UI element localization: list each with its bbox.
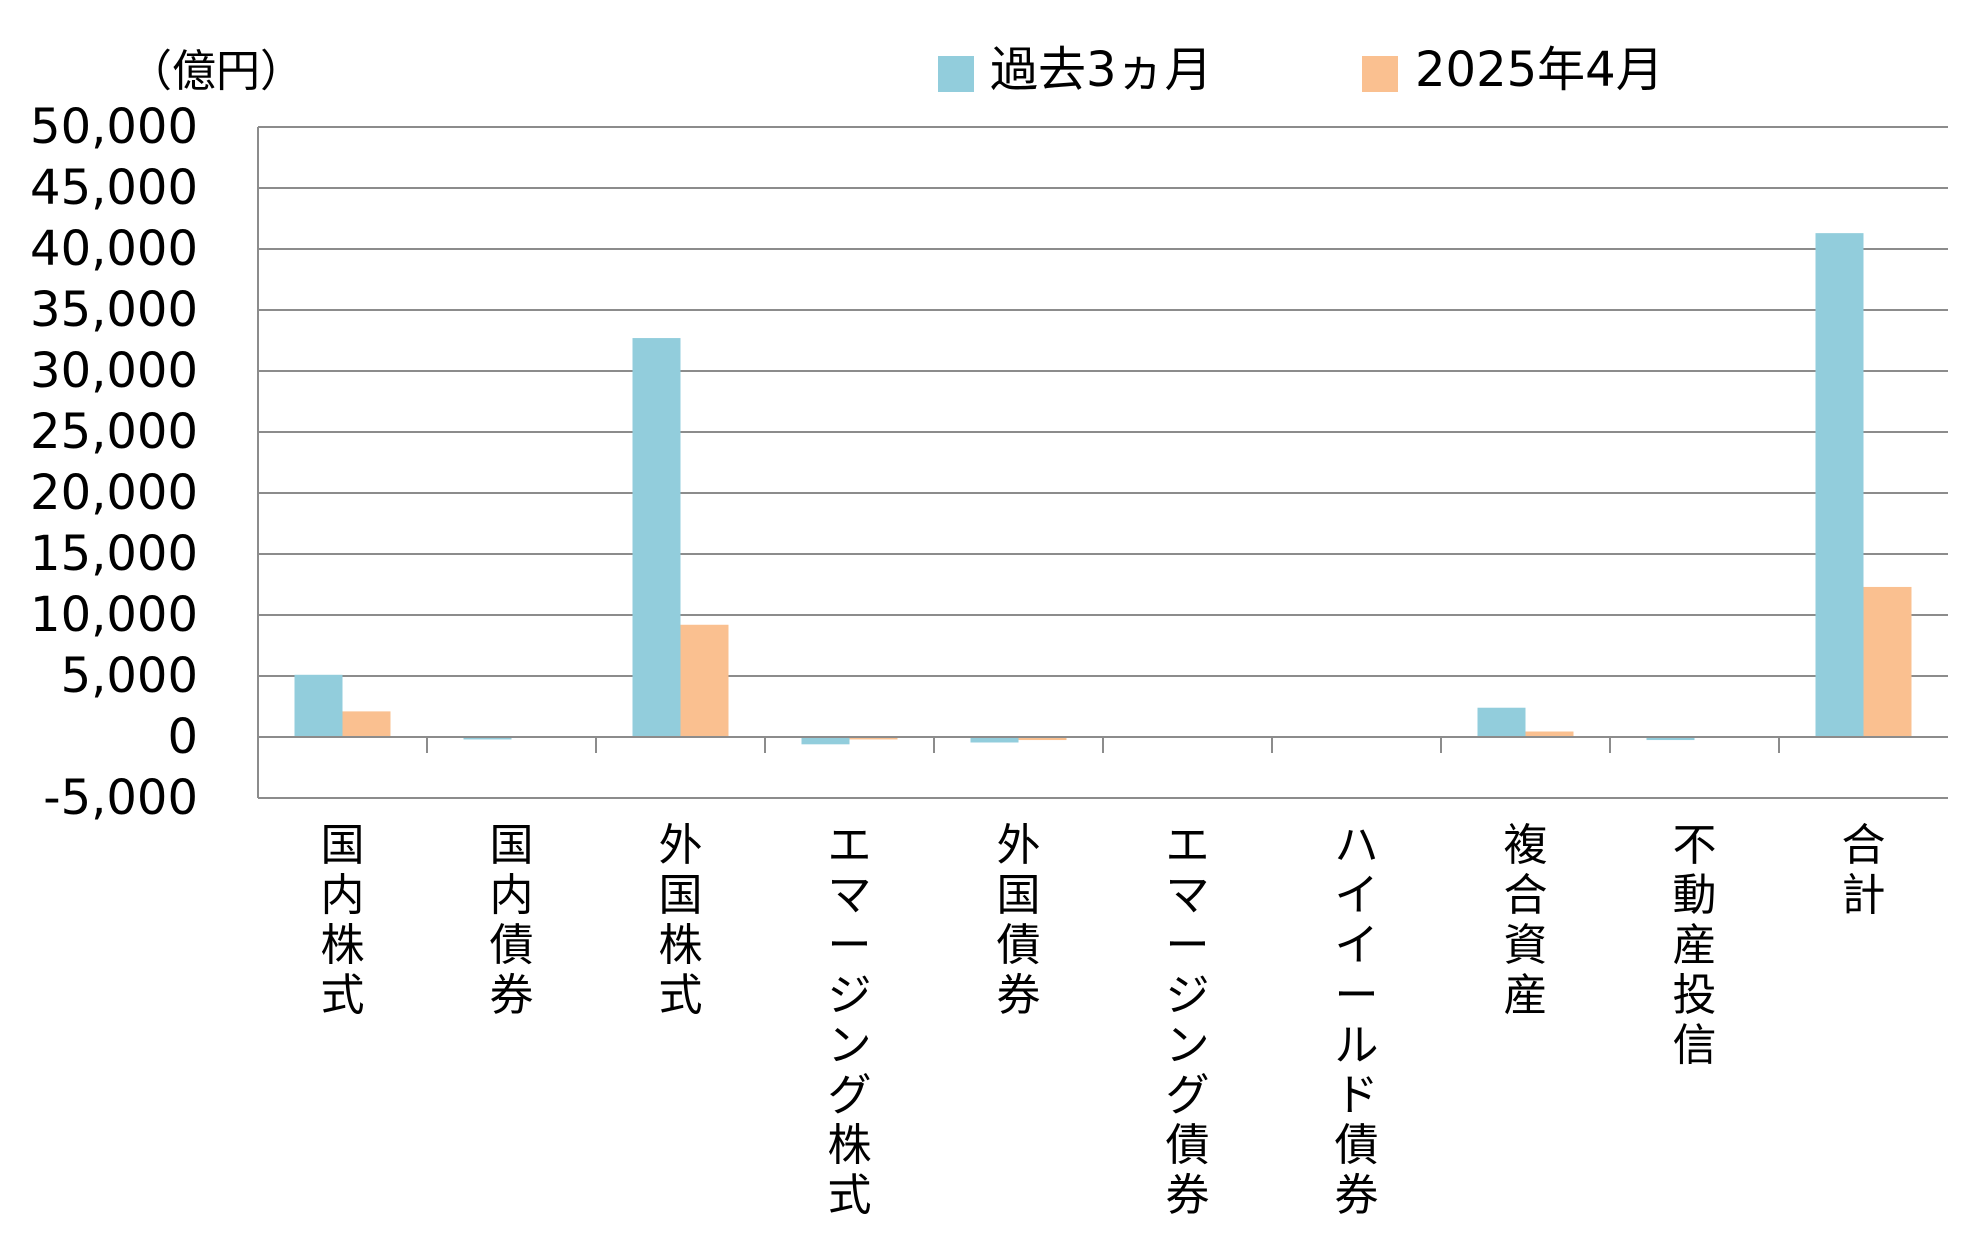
x-category-label: エマージング債券 [1166,820,1210,1221]
y-tick-label: 20,000 [30,465,198,521]
legend-swatch [938,56,974,92]
x-category-label: 複合資産 [1504,820,1548,1021]
bar [342,711,391,737]
y-tick-label: 45,000 [30,160,198,216]
legend: 過去3ヵ月 2025年4月 [938,42,1664,98]
gridlines [258,126,1948,799]
y-tick-label: -5,000 [43,770,198,826]
x-category-label: 国内債券 [490,820,534,1021]
y-tick-label: 15,000 [30,526,198,582]
legend-label: 過去3ヵ月 [990,42,1213,98]
y-tick-label: 50,000 [30,99,198,155]
y-axis-unit-label: （億円） [128,46,304,97]
axes [257,127,1948,798]
y-tick-label: 10,000 [30,587,198,643]
y-tick-label: 5,000 [61,648,198,704]
x-category-label: 外国債券 [997,820,1041,1021]
y-tick-label: 0 [167,709,198,765]
y-tick-label: 25,000 [30,404,198,460]
bars [294,233,1912,745]
legend-label: 2025年4月 [1415,42,1664,98]
bar [1525,731,1574,737]
x-category-label: エマージング株式 [828,820,872,1221]
bar [1815,233,1864,737]
y-tick-label: 40,000 [30,221,198,277]
x-category-label: 合計 [1842,820,1886,921]
bar [1018,737,1067,741]
bar [680,624,729,737]
bar [970,737,1019,743]
bar [294,674,343,737]
y-axis-tick-labels: 50,00045,00040,00035,00030,00025,00020,0… [30,99,198,826]
bar [463,737,512,740]
bar [1863,586,1912,737]
bar [801,737,850,745]
bar [849,737,898,740]
bar [1646,737,1695,741]
x-category-label: ハイイールド債券 [1335,820,1379,1221]
x-category-label: 不動産投信 [1673,820,1717,1071]
bar [632,338,681,737]
x-category-label: 外国株式 [659,820,703,1021]
x-category-label: 国内株式 [321,820,365,1021]
y-tick-label: 35,000 [30,282,198,338]
y-tick-label: 30,000 [30,343,198,399]
x-axis-category-labels: 国内株式 国内債券 外国株式 エマージング株式 外国債券 エマージング債券 ハイイールド債券… [321,820,1886,1221]
legend-swatch [1362,56,1398,92]
bar [1477,707,1526,737]
